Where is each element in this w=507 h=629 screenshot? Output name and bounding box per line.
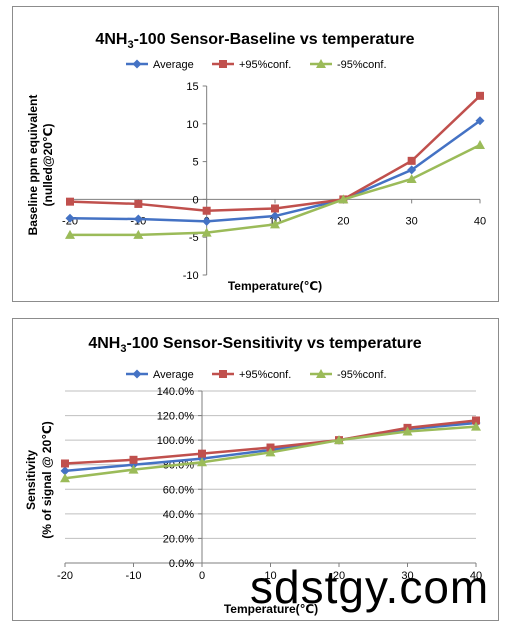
data-point-marker <box>334 435 344 445</box>
legend-label: Average <box>153 59 194 71</box>
legend-label: -95%conf. <box>337 369 387 381</box>
y-tick-label: 0 <box>193 194 199 206</box>
data-point-marker <box>402 426 413 436</box>
data-point-marker <box>471 421 481 431</box>
data-point-marker <box>271 204 279 213</box>
series-line <box>69 94 481 212</box>
y-tick-label: 60.0% <box>163 484 194 496</box>
legend-label: +95%conf. <box>239 59 291 71</box>
y-tick-label: 20.0% <box>163 533 194 545</box>
data-point-marker <box>65 229 75 239</box>
data-point-marker <box>476 91 484 100</box>
data-point-marker <box>197 457 207 467</box>
y-tick-label: 100.0% <box>157 435 195 447</box>
x-axis-title: Temperature(℃) <box>228 279 322 293</box>
y-tick-label: 40.0% <box>163 509 194 521</box>
x-tick-label: 40 <box>470 570 482 582</box>
data-point-marker <box>132 59 142 69</box>
data-point-marker <box>475 116 485 126</box>
data-point-marker <box>134 199 143 208</box>
y-tick-label: -10 <box>183 270 199 282</box>
legend-label: -95%conf. <box>337 59 387 71</box>
data-point-marker <box>407 156 416 165</box>
x-tick-label: -20 <box>57 570 73 582</box>
watermark-text: sdstgy.com <box>250 561 490 613</box>
y-tick-label: -5 <box>189 232 199 244</box>
data-point-marker <box>338 194 349 204</box>
data-point-marker <box>316 59 326 68</box>
data-point-marker <box>133 229 144 239</box>
data-point-marker <box>475 139 485 149</box>
y-tick-label: 120.0% <box>157 411 195 423</box>
y-tick-label: 5 <box>193 157 199 169</box>
x-tick-label: 40 <box>474 215 486 227</box>
x-tick-label: 30 <box>406 215 418 227</box>
data-point-marker <box>270 219 280 229</box>
data-point-marker <box>406 173 417 183</box>
data-point-marker <box>316 369 326 378</box>
series-line <box>64 419 477 465</box>
data-point-marker <box>219 60 227 68</box>
data-point-marker <box>219 370 227 378</box>
legend-label: +95%conf. <box>239 369 291 381</box>
data-point-marker <box>133 214 143 224</box>
y-tick-label: 140.0% <box>157 386 195 398</box>
sensitivity-chart-panel: 4NH3-100 Sensor-Sensitivity vs temperatu… <box>12 318 499 621</box>
x-tick-label: -10 <box>126 570 142 582</box>
data-point-marker <box>202 206 211 215</box>
y-axis-title-line2: (% of signal @ 20℃) <box>40 421 54 539</box>
sensitivity-chart: 4NH3-100 Sensor-Sensitivity vs temperatu… <box>24 335 482 616</box>
data-point-marker <box>65 213 75 223</box>
data-point-marker <box>132 369 142 379</box>
data-point-marker <box>198 449 206 458</box>
baseline-chart: 4NH3-100 Sensor-Baseline vs temperature … <box>26 31 486 293</box>
y-axis-title-line1: Sensitivity <box>24 450 38 510</box>
y-tick-label: 0.0% <box>169 558 194 570</box>
data-point-marker <box>60 473 70 483</box>
data-point-marker <box>129 455 138 464</box>
data-point-marker <box>66 197 74 206</box>
chart-title: 4NH3-100 Sensor-Sensitivity vs temperatu… <box>88 335 421 355</box>
x-axis-title: Temperature(℃) <box>224 602 318 616</box>
y-axis-title-line1: Baseline ppm equivalent <box>26 95 40 236</box>
chart-title: 4NH3-100 Sensor-Baseline vs temperature <box>95 31 414 51</box>
x-tick-label: 20 <box>337 215 349 227</box>
data-point-marker <box>472 416 480 425</box>
y-tick-label: 15 <box>186 81 198 93</box>
data-point-marker <box>407 165 417 175</box>
data-point-marker <box>60 466 70 476</box>
x-tick-label: 0 <box>199 570 205 582</box>
data-point-marker <box>61 459 69 468</box>
data-point-marker <box>202 216 212 226</box>
x-tick-label: 10 <box>264 570 276 582</box>
x-tick-label: 30 <box>401 570 413 582</box>
legend-label: Average <box>153 369 194 381</box>
x-tick-label: 20 <box>333 570 345 582</box>
data-point-marker <box>201 227 212 237</box>
data-point-marker <box>128 464 139 474</box>
plot-area: 0.0%20.0%40.0%60.0%80.0%100.0%120.0%140.… <box>57 386 482 582</box>
baseline-chart-panel: 4NH3-100 Sensor-Baseline vs temperature … <box>12 6 499 302</box>
data-point-marker <box>265 447 276 457</box>
data-point-marker <box>270 211 280 221</box>
chart-legend: Average +95%conf. -95%conf. <box>126 369 387 381</box>
chart-legend: Average +95%conf. -95%conf. <box>126 59 387 71</box>
y-tick-label: 10 <box>186 119 198 131</box>
y-axis-title-line2: (nulled@20℃) <box>41 124 55 207</box>
